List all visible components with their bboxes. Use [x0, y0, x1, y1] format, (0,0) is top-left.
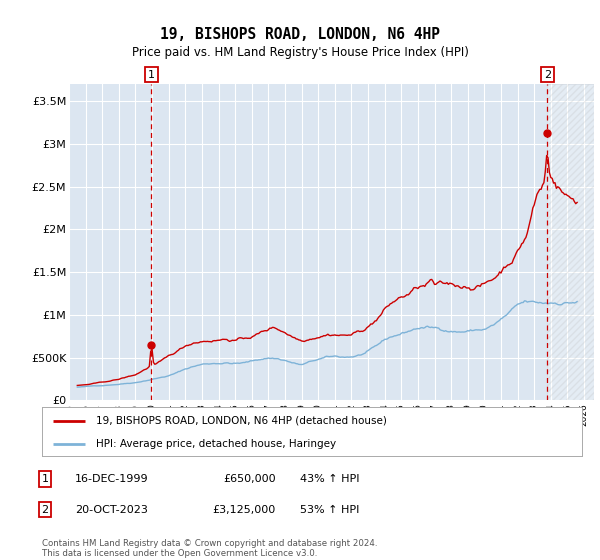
Text: 16-DEC-1999: 16-DEC-1999	[75, 474, 149, 484]
Text: 2: 2	[544, 69, 551, 80]
Point	[542, 129, 552, 138]
Text: 19, BISHOPS ROAD, LONDON, N6 4HP (detached house): 19, BISHOPS ROAD, LONDON, N6 4HP (detach…	[96, 416, 387, 426]
Bar	[547, 84, 594, 400]
Text: 19, BISHOPS ROAD, LONDON, N6 4HP: 19, BISHOPS ROAD, LONDON, N6 4HP	[160, 27, 440, 42]
Text: Price paid vs. HM Land Registry's House Price Index (HPI): Price paid vs. HM Land Registry's House …	[131, 46, 469, 59]
Text: 2: 2	[41, 505, 49, 515]
Text: 43% ↑ HPI: 43% ↑ HPI	[300, 474, 359, 484]
Text: 20-OCT-2023: 20-OCT-2023	[75, 505, 148, 515]
Text: £3,125,000: £3,125,000	[213, 505, 276, 515]
Text: Contains HM Land Registry data © Crown copyright and database right 2024.
This d: Contains HM Land Registry data © Crown c…	[42, 539, 377, 558]
Point	[146, 340, 156, 349]
Text: 1: 1	[41, 474, 49, 484]
Text: 1: 1	[148, 69, 155, 80]
Text: £650,000: £650,000	[223, 474, 276, 484]
Text: HPI: Average price, detached house, Haringey: HPI: Average price, detached house, Hari…	[96, 439, 336, 449]
Text: 53% ↑ HPI: 53% ↑ HPI	[300, 505, 359, 515]
